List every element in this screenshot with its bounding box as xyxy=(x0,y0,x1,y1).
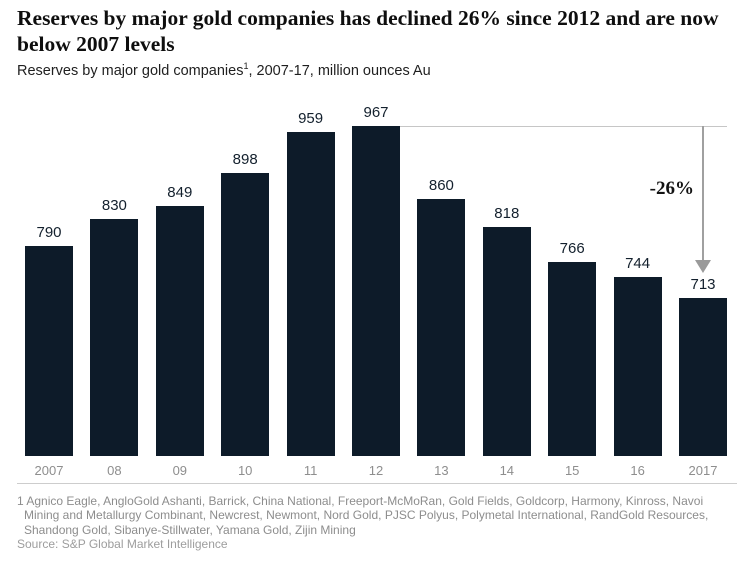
bar-09 xyxy=(155,206,204,456)
chart-title: Reserves by major gold companies has dec… xyxy=(17,6,719,56)
footer-divider xyxy=(17,483,737,484)
footnote: 1 Agnico Eagle, AngloGold Ashanti, Barri… xyxy=(17,494,740,537)
bar-chart: 790 2007 830 08 849 09 898 10 959 11 967 12 860 13 818… xyxy=(25,104,727,478)
source-line: Source: S&P Global Market Intelligence xyxy=(17,537,228,551)
annotation-percent-label: -26% xyxy=(649,178,694,199)
bar-value-label: 790 xyxy=(36,224,62,242)
chart-subtitle: Reserves by major gold companies1, 2007-… xyxy=(17,61,717,79)
bar-value-label: 959 xyxy=(298,109,324,127)
bar-12 xyxy=(352,126,400,456)
x-axis-label-16: 16 xyxy=(630,463,645,478)
x-axis-label-15: 15 xyxy=(564,463,580,478)
annotation-reference-line xyxy=(400,126,727,128)
bar-value-label: 818 xyxy=(494,205,520,223)
bar-value-label: 744 xyxy=(625,255,651,273)
x-axis-label-09: 09 xyxy=(172,463,188,478)
bar-11 xyxy=(286,131,335,456)
bar-15 xyxy=(548,262,597,456)
bar-14 xyxy=(482,227,531,456)
bar-value-label: 849 xyxy=(167,184,193,202)
x-axis-label-13: 13 xyxy=(434,463,449,478)
bar-value-label: 766 xyxy=(559,240,585,258)
x-axis-label-2007: 2007 xyxy=(34,463,64,478)
bar-value-label: 898 xyxy=(232,151,258,168)
bar-2007 xyxy=(25,246,73,456)
bar-value-label: 713 xyxy=(690,276,716,294)
subtitle-rest: , 2007-17, million ounces Au xyxy=(248,63,431,79)
x-axis-label-2017: 2017 xyxy=(688,463,718,478)
bar-13 xyxy=(417,198,466,456)
x-axis-label-11: 11 xyxy=(303,463,318,478)
bar-16 xyxy=(613,277,662,456)
bar-08 xyxy=(90,219,139,456)
x-axis-label-14: 14 xyxy=(499,463,515,478)
bar-value-label: 830 xyxy=(101,197,127,215)
x-axis-label-12: 12 xyxy=(368,463,384,478)
footnote-marker: 1 xyxy=(17,494,24,508)
x-axis-label-10: 10 xyxy=(237,463,253,478)
annotation-arrow-shaft xyxy=(702,126,704,261)
footnote-marker-superscript: 1 xyxy=(243,61,249,72)
bar-10 xyxy=(221,173,270,456)
bar-value-label: 860 xyxy=(428,176,454,194)
bar-2017 xyxy=(679,298,727,456)
footnote-text: Agnico Eagle, AngloGold Ashanti, Barrick… xyxy=(24,494,709,537)
bar-value-label: 967 xyxy=(363,104,389,122)
subtitle-text: Reserves by major gold companies xyxy=(17,63,244,79)
x-axis-label-08: 08 xyxy=(107,463,122,478)
annotation-arrowhead-icon xyxy=(694,260,711,274)
